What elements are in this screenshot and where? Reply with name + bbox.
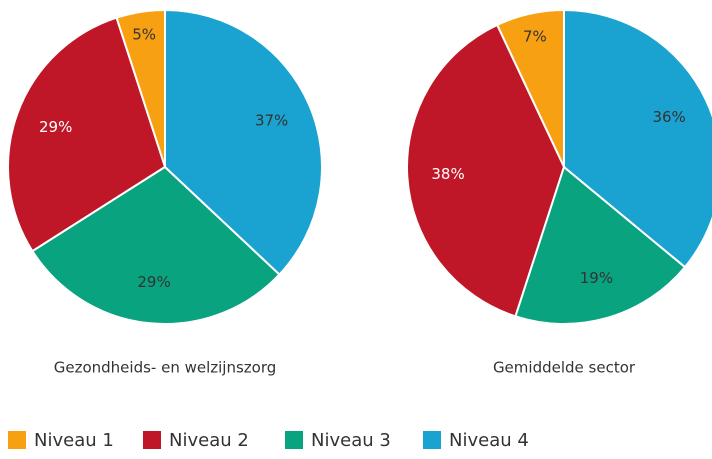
chart-title: Gezondheids- en welzijnszorg bbox=[54, 359, 277, 377]
data-label: 37% bbox=[255, 111, 288, 129]
legend-label: Niveau 2 bbox=[169, 430, 249, 451]
chart-title: Gemiddelde sector bbox=[493, 359, 636, 377]
legend-swatch bbox=[8, 431, 26, 449]
pie-slice bbox=[164, 8, 323, 276]
pie-slice bbox=[406, 23, 566, 318]
pie-slice bbox=[7, 16, 167, 253]
legend-swatch bbox=[423, 431, 441, 449]
pie-slice bbox=[514, 165, 687, 325]
data-label: 38% bbox=[431, 165, 464, 183]
pie-slice bbox=[31, 165, 281, 325]
legend-swatch bbox=[285, 431, 303, 449]
legend-label: Niveau 1 bbox=[34, 430, 114, 451]
data-label: 29% bbox=[39, 118, 72, 136]
data-label: 7% bbox=[523, 27, 547, 45]
data-label: 5% bbox=[132, 26, 156, 44]
pie-slice bbox=[563, 8, 712, 269]
data-label: 36% bbox=[652, 108, 685, 126]
legend-label: Niveau 4 bbox=[449, 430, 529, 451]
legend-label: Niveau 3 bbox=[311, 430, 391, 451]
legend-swatch bbox=[143, 431, 161, 449]
data-label: 29% bbox=[137, 273, 170, 291]
data-label: 19% bbox=[580, 269, 613, 287]
